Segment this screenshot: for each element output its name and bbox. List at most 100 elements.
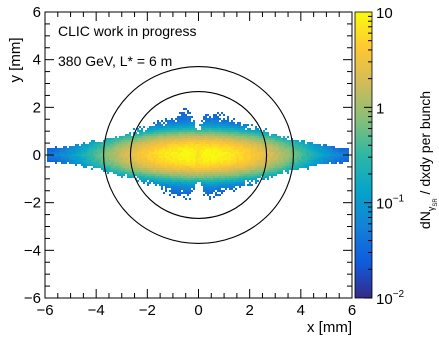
heatmap-cell	[175, 166, 177, 168]
heatmap-cell	[159, 158, 161, 160]
heatmap-cell	[91, 160, 93, 162]
heatmap-cell	[161, 160, 163, 162]
heatmap-cell	[199, 158, 201, 160]
heatmap-cell	[213, 186, 215, 188]
heatmap-cell	[199, 146, 201, 148]
heatmap-cell	[143, 158, 145, 160]
heatmap-cell	[221, 144, 223, 146]
heatmap-cell	[343, 148, 345, 150]
heatmap-cell	[251, 134, 253, 136]
heatmap-cell	[165, 164, 167, 166]
heatmap-cell	[231, 170, 233, 172]
heatmap-cell	[163, 140, 165, 142]
heatmap-cell	[245, 142, 247, 144]
heatmap-cell	[309, 148, 311, 150]
heatmap-cell	[217, 184, 219, 186]
heatmap-cell	[323, 152, 325, 154]
heatmap-cell	[165, 158, 167, 160]
heatmap-cell	[239, 178, 241, 180]
heatmap-cell	[247, 158, 249, 160]
heatmap-cell	[251, 176, 253, 178]
heatmap-cell	[273, 146, 275, 148]
heatmap-cell	[151, 156, 153, 158]
heatmap-cell	[325, 152, 327, 154]
heatmap-cell	[185, 176, 187, 178]
heatmap-cell	[247, 142, 249, 144]
heatmap-cell	[183, 118, 185, 120]
heatmap-cell	[201, 160, 203, 162]
heatmap-cell	[49, 148, 51, 150]
heatmap-cell	[225, 172, 227, 174]
heatmap-cell	[347, 148, 349, 150]
heatmap-cell	[115, 170, 117, 172]
heatmap-cell	[343, 156, 345, 158]
heatmap-cell	[229, 122, 231, 124]
heatmap-cell	[269, 146, 271, 148]
heatmap-cell	[285, 168, 287, 170]
heatmap-cell	[275, 174, 277, 176]
heatmap-cell	[241, 132, 243, 134]
heatmap-cell	[213, 126, 215, 128]
heatmap-cell	[183, 108, 185, 110]
heatmap-cell	[215, 192, 217, 194]
heatmap-cell	[257, 156, 259, 158]
heatmap-cell	[323, 144, 325, 146]
heatmap-cell	[141, 168, 143, 170]
heatmap-cell	[109, 158, 111, 160]
heatmap-cell	[159, 138, 161, 140]
heatmap-cell	[231, 172, 233, 174]
heatmap-cell	[143, 154, 145, 156]
heatmap-cell	[167, 168, 169, 170]
heatmap-cell	[69, 150, 71, 152]
heatmap-cell	[211, 192, 213, 194]
heatmap-cell	[341, 154, 343, 156]
heatmap-cell	[105, 158, 107, 160]
heatmap-cell	[265, 142, 267, 144]
heatmap-cell	[149, 178, 151, 180]
heatmap-cell	[137, 154, 139, 156]
heatmap-cell	[239, 142, 241, 144]
heatmap-cell	[121, 176, 123, 178]
annotation-energy: 380 GeV, L* = 6 m	[58, 53, 172, 69]
heatmap-cell	[257, 166, 259, 168]
heatmap-cell	[139, 138, 141, 140]
heatmap-cell	[329, 152, 331, 154]
heatmap-cell	[205, 116, 207, 118]
heatmap-cell	[223, 184, 225, 186]
heatmap-cell	[261, 170, 263, 172]
heatmap-cell	[323, 156, 325, 158]
heatmap-cell	[225, 158, 227, 160]
heatmap-cell	[191, 142, 193, 144]
heatmap-cell	[179, 118, 181, 120]
heatmap-cell	[253, 162, 255, 164]
heatmap-cell	[325, 162, 327, 164]
heatmap-cell	[207, 118, 209, 120]
heatmap-cell	[305, 146, 307, 148]
heatmap-cell	[179, 136, 181, 138]
heatmap-cell	[141, 138, 143, 140]
heatmap-cell	[167, 138, 169, 140]
heatmap-cell	[73, 152, 75, 154]
heatmap-cell	[97, 166, 99, 168]
heatmap-cell	[95, 154, 97, 156]
heatmap-cell	[323, 154, 325, 156]
heatmap-cell	[177, 148, 179, 150]
heatmap-cell	[225, 186, 227, 188]
heatmap-cell	[203, 126, 205, 128]
heatmap-cell	[213, 118, 215, 120]
heatmap-cell	[219, 194, 221, 196]
heatmap-cell	[171, 170, 173, 172]
heatmap-cell	[171, 186, 173, 188]
heatmap-cell	[217, 130, 219, 132]
heatmap-cell	[137, 156, 139, 158]
heatmap-cell	[255, 164, 257, 166]
heatmap-cell	[237, 138, 239, 140]
heatmap-cell	[61, 152, 63, 154]
heatmap-cell	[315, 158, 317, 160]
heatmap-cell	[181, 116, 183, 118]
heatmap-cell	[155, 158, 157, 160]
heatmap-cell	[161, 128, 163, 130]
heatmap-cell	[327, 158, 329, 160]
heatmap-cell	[213, 154, 215, 156]
heatmap-cell	[177, 134, 179, 136]
